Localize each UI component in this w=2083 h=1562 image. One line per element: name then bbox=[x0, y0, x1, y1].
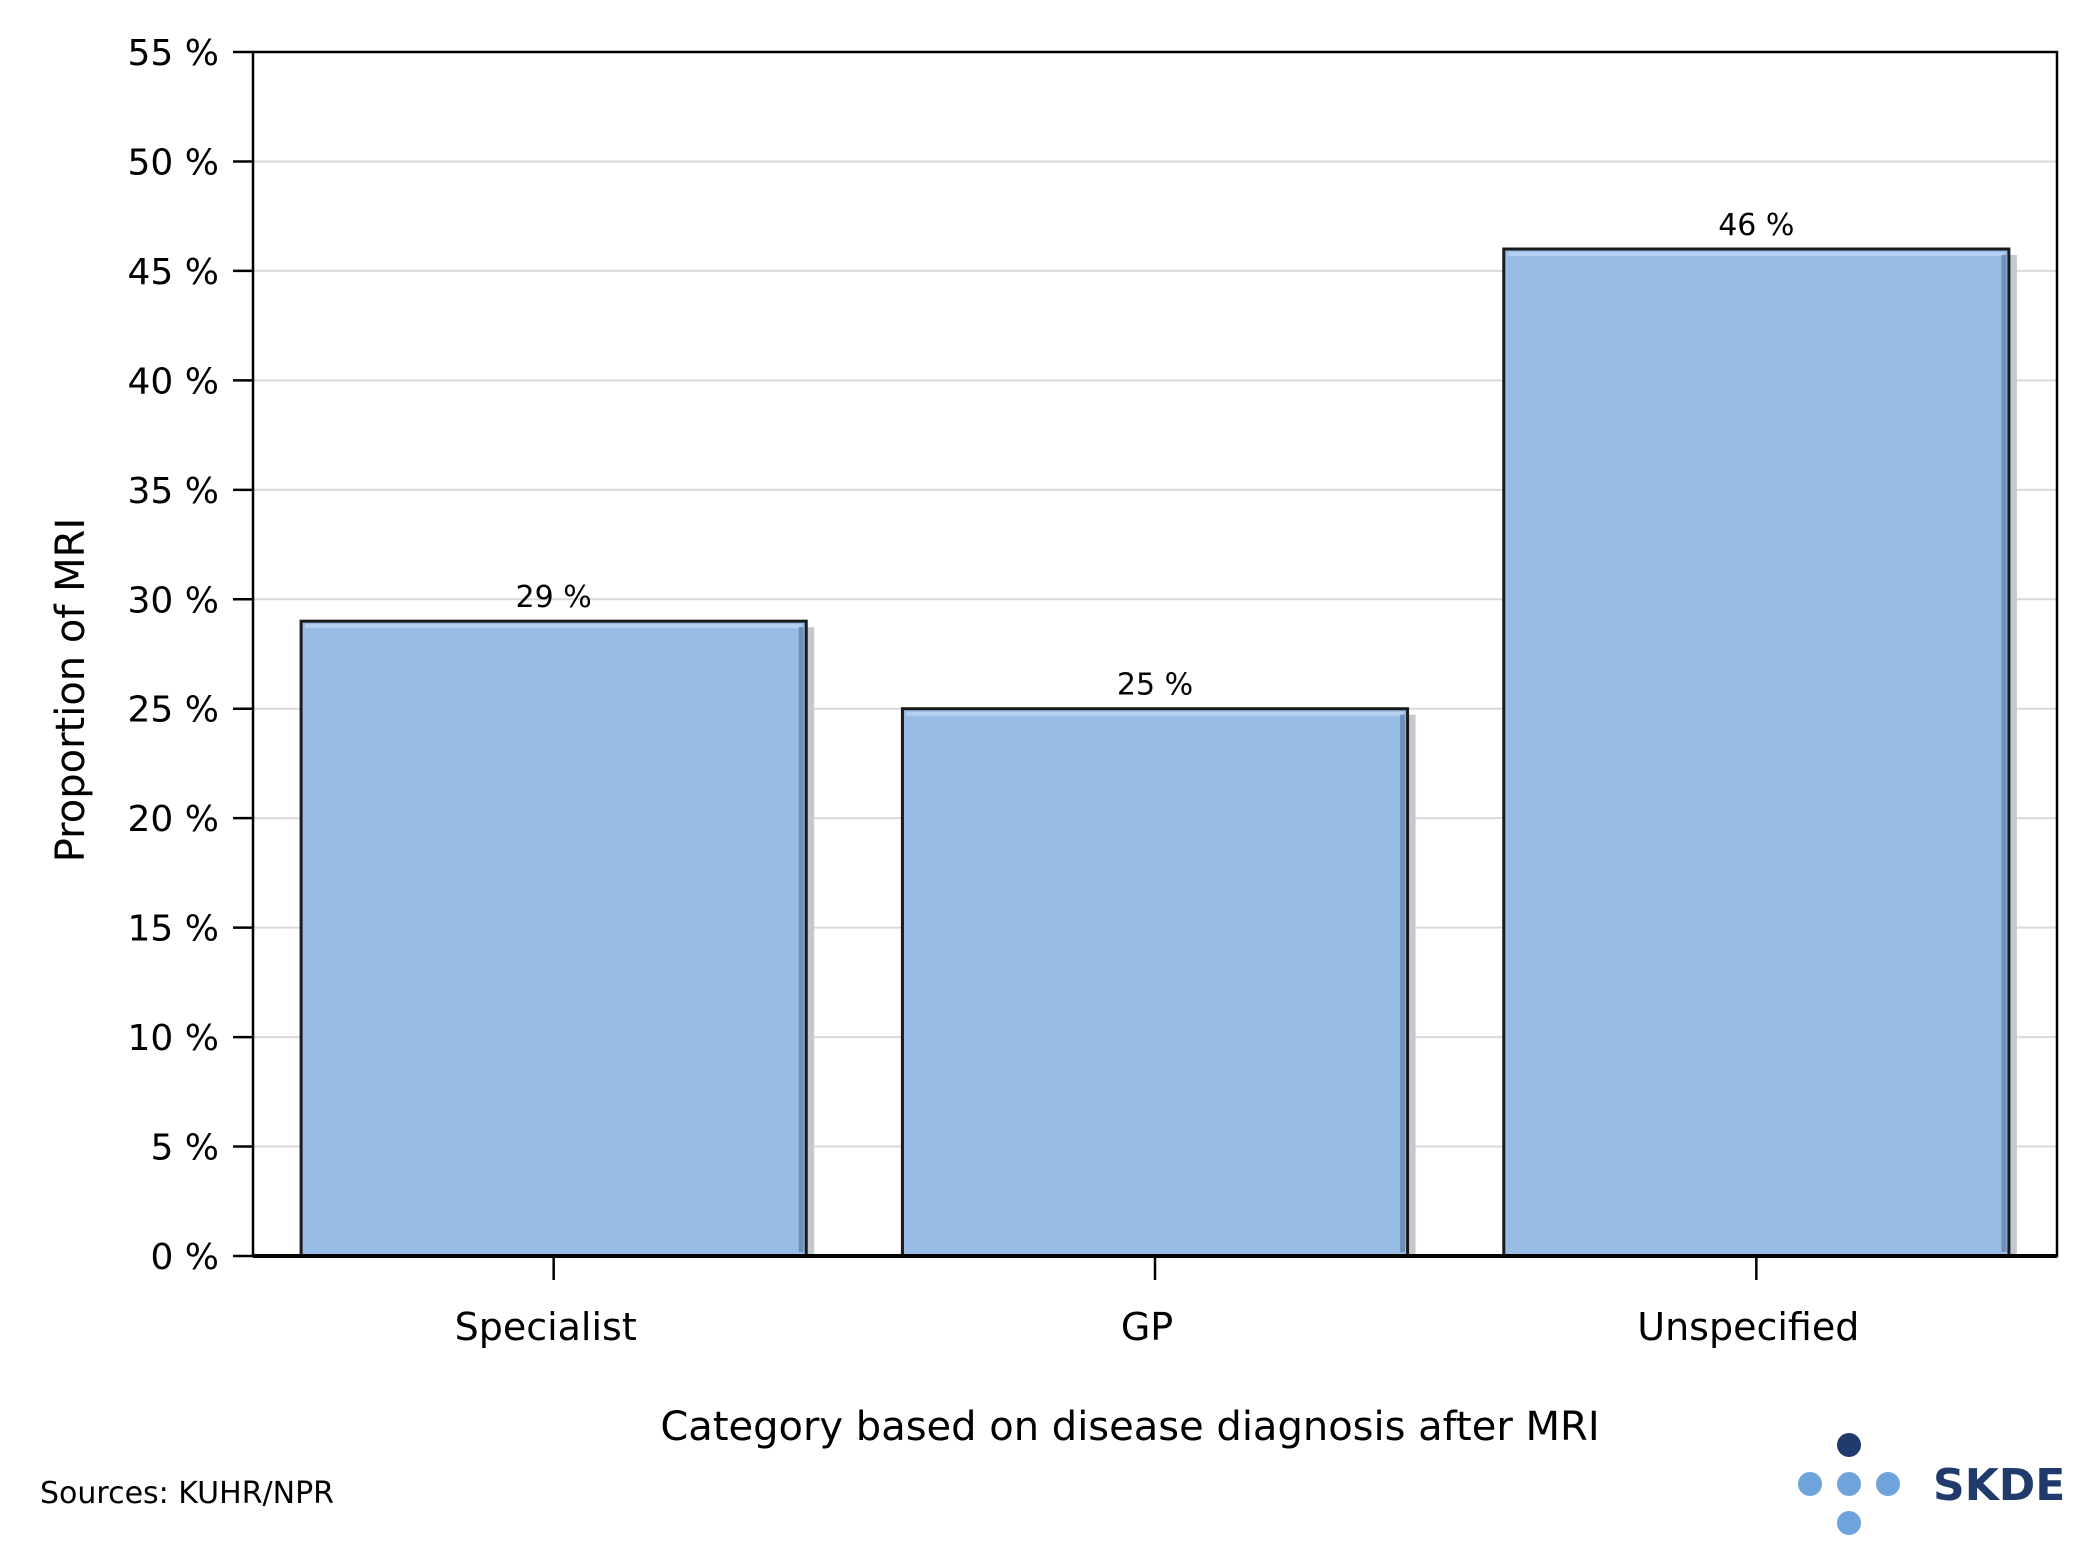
bars bbox=[299, 247, 2017, 1258]
data-label: 25 % bbox=[1117, 668, 1193, 703]
y-tick-label: 45 % bbox=[128, 252, 219, 293]
y-tick-label: 20 % bbox=[128, 799, 219, 840]
y-axis-title: Proportion of MRI bbox=[48, 518, 94, 862]
y-tick-label: 55 % bbox=[128, 33, 219, 74]
y-tick-label: 0 % bbox=[150, 1237, 219, 1278]
x-axis-ticks: Specialist GP Unspecified bbox=[455, 1256, 1859, 1349]
category-label: Specialist bbox=[455, 1305, 637, 1349]
x-axis-title: Category based on disease diagnosis afte… bbox=[660, 1404, 1599, 1450]
skde-logo: SKDE bbox=[1798, 1433, 2065, 1535]
category-label: GP bbox=[1121, 1305, 1173, 1349]
data-label: 29 % bbox=[516, 580, 592, 615]
y-tick-label: 50 % bbox=[128, 142, 219, 183]
data-labels: 29 % 25 % 46 % bbox=[516, 208, 1795, 703]
data-label: 46 % bbox=[1718, 208, 1794, 243]
y-tick-label: 30 % bbox=[128, 580, 219, 621]
y-tick-label: 10 % bbox=[128, 1018, 219, 1059]
y-tick-label: 15 % bbox=[128, 909, 219, 950]
logo-dot-center bbox=[1837, 1472, 1861, 1496]
y-tick-label: 25 % bbox=[128, 690, 219, 731]
logo-dot-right bbox=[1876, 1472, 1900, 1496]
logo-dot-bottom bbox=[1837, 1511, 1861, 1535]
logo-text: SKDE bbox=[1933, 1460, 2065, 1511]
y-tick-label: 35 % bbox=[128, 471, 219, 512]
bar-specialist bbox=[299, 619, 808, 1258]
source-note: Sources: KUHR/NPR bbox=[40, 1476, 334, 1511]
logo-dot-left bbox=[1798, 1472, 1822, 1496]
y-axis-ticks: 0 % 5 % 10 % 15 % 20 % 25 % 30 % 35 % 40 % 45 % 50… bbox=[128, 33, 253, 1278]
bar-unspecified bbox=[1502, 247, 2011, 1258]
y-tick-label: 40 % bbox=[128, 361, 219, 402]
logo-dot-top bbox=[1837, 1433, 1861, 1457]
category-label: Unspecified bbox=[1637, 1305, 1859, 1349]
y-tick-label: 5 % bbox=[150, 1128, 219, 1169]
bar-gp bbox=[900, 707, 1410, 1258]
